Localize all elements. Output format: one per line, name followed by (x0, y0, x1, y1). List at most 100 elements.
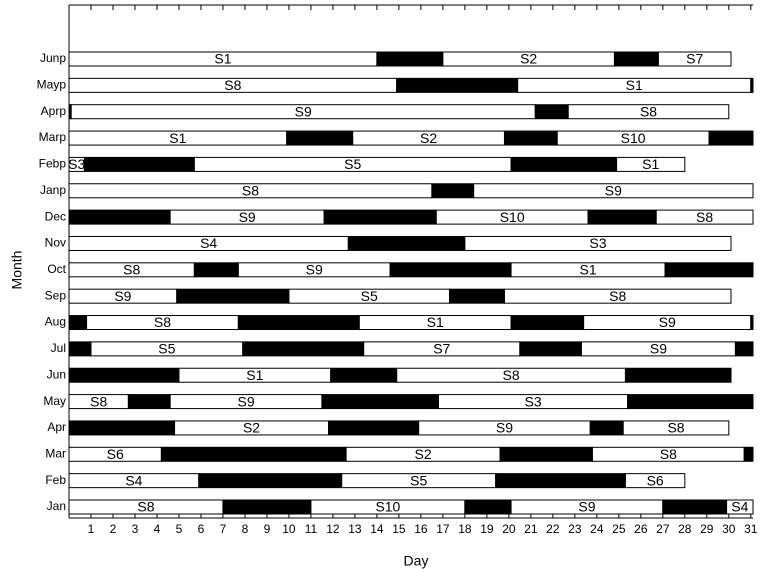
segment (431, 183, 475, 199)
segment-label: S3 (68, 156, 85, 172)
x-tick-label: 12 (326, 522, 340, 536)
segment-label: S8 (503, 367, 520, 383)
segment-label: S8 (640, 103, 657, 119)
y-axis-title: Month (9, 251, 25, 290)
y-tick-label: Junp (40, 51, 66, 65)
x-tick-label: 14 (370, 522, 384, 536)
segment-label: S7 (433, 341, 450, 357)
segment-label: S5 (361, 288, 378, 304)
x-tick-label: 19 (480, 522, 494, 536)
y-tick-label: Apr (47, 420, 66, 434)
segment (662, 499, 728, 515)
segment-label: S8 (696, 209, 713, 225)
x-tick-label: 23 (568, 522, 582, 536)
x-tick-label: 28 (678, 522, 692, 536)
x-tick-label: 25 (612, 522, 626, 536)
segment (68, 209, 171, 225)
segment-label: S1 (642, 156, 659, 172)
segment (624, 367, 732, 383)
segment-label: S8 (660, 446, 677, 462)
segment-label: S8 (609, 288, 626, 304)
segment (389, 262, 512, 278)
segment (510, 315, 585, 331)
segment (222, 499, 312, 515)
segment-label: S9 (605, 182, 622, 198)
segment (160, 446, 347, 462)
segment-label: S4 (731, 499, 748, 515)
y-tick-label: Aug (45, 315, 66, 329)
segment-label: S9 (114, 288, 131, 304)
segment (464, 235, 732, 251)
x-tick-label: 16 (414, 522, 428, 536)
segment-label: S3 (589, 235, 606, 251)
segment-label: S9 (496, 420, 513, 436)
x-tick-label: 20 (502, 522, 516, 536)
segment-label: S8 (123, 262, 140, 278)
segment (613, 51, 659, 67)
y-tick-label: Sep (45, 288, 67, 302)
segment (510, 156, 618, 172)
segment (743, 446, 754, 462)
segment (750, 77, 754, 93)
segment-label: S9 (650, 341, 667, 357)
y-tick-label: Jun (47, 367, 66, 381)
x-tick-label: 10 (282, 522, 296, 536)
y-tick-label: Febp (39, 157, 67, 171)
segment (198, 473, 343, 489)
x-tick-label: 21 (524, 522, 538, 536)
x-tick-label: 6 (198, 522, 205, 536)
x-tick-label: 27 (656, 522, 670, 536)
segment (448, 288, 505, 304)
segment (193, 262, 239, 278)
segment (286, 130, 354, 146)
y-tick-label: Feb (45, 473, 66, 487)
segment-label: S5 (344, 156, 361, 172)
x-tick-label: 31 (744, 522, 758, 536)
segment-label: S1 (626, 77, 643, 93)
segment-label: S5 (410, 472, 427, 488)
segment-label: S3 (525, 393, 542, 409)
segment (242, 341, 365, 357)
segment (68, 367, 180, 383)
x-tick-label: 18 (458, 522, 472, 536)
x-tick-label: 1 (88, 522, 95, 536)
x-tick-label: 22 (546, 522, 560, 536)
segment-label: S9 (239, 209, 256, 225)
segment-label: S1 (579, 262, 596, 278)
segment-label: S6 (647, 472, 664, 488)
segment (68, 315, 88, 331)
segment (68, 341, 92, 357)
segment-label: S8 (154, 314, 171, 330)
segment (328, 420, 420, 436)
x-tick-label: 26 (634, 522, 648, 536)
segment-label: S2 (420, 130, 437, 146)
y-tick-label: May (43, 394, 66, 408)
segment (503, 288, 732, 304)
segment-label: S1 (246, 367, 263, 383)
segment-label: S1 (427, 314, 444, 330)
segment-label: S2 (243, 420, 260, 436)
segment (376, 51, 444, 67)
segment-label: S8 (224, 77, 241, 93)
segment (734, 341, 754, 357)
segment (237, 315, 360, 331)
y-tick-label: Dec (45, 209, 66, 223)
segment (495, 473, 626, 489)
segment (664, 262, 754, 278)
segment-label: S2 (415, 446, 432, 462)
segment (83, 156, 195, 172)
segment-label: S9 (578, 499, 595, 515)
segment (627, 394, 754, 410)
y-tick-label: Mar (45, 446, 66, 460)
segment-label: S8 (90, 393, 107, 409)
segment (616, 156, 686, 172)
x-axis-title: Day (404, 553, 429, 569)
x-tick-label: 15 (392, 522, 406, 536)
y-tick-label: Janp (40, 183, 66, 197)
segment (624, 473, 686, 489)
y-tick-label: Marp (39, 130, 67, 144)
segment (726, 499, 754, 515)
segment (589, 420, 624, 436)
x-tick-label: 29 (700, 522, 714, 536)
